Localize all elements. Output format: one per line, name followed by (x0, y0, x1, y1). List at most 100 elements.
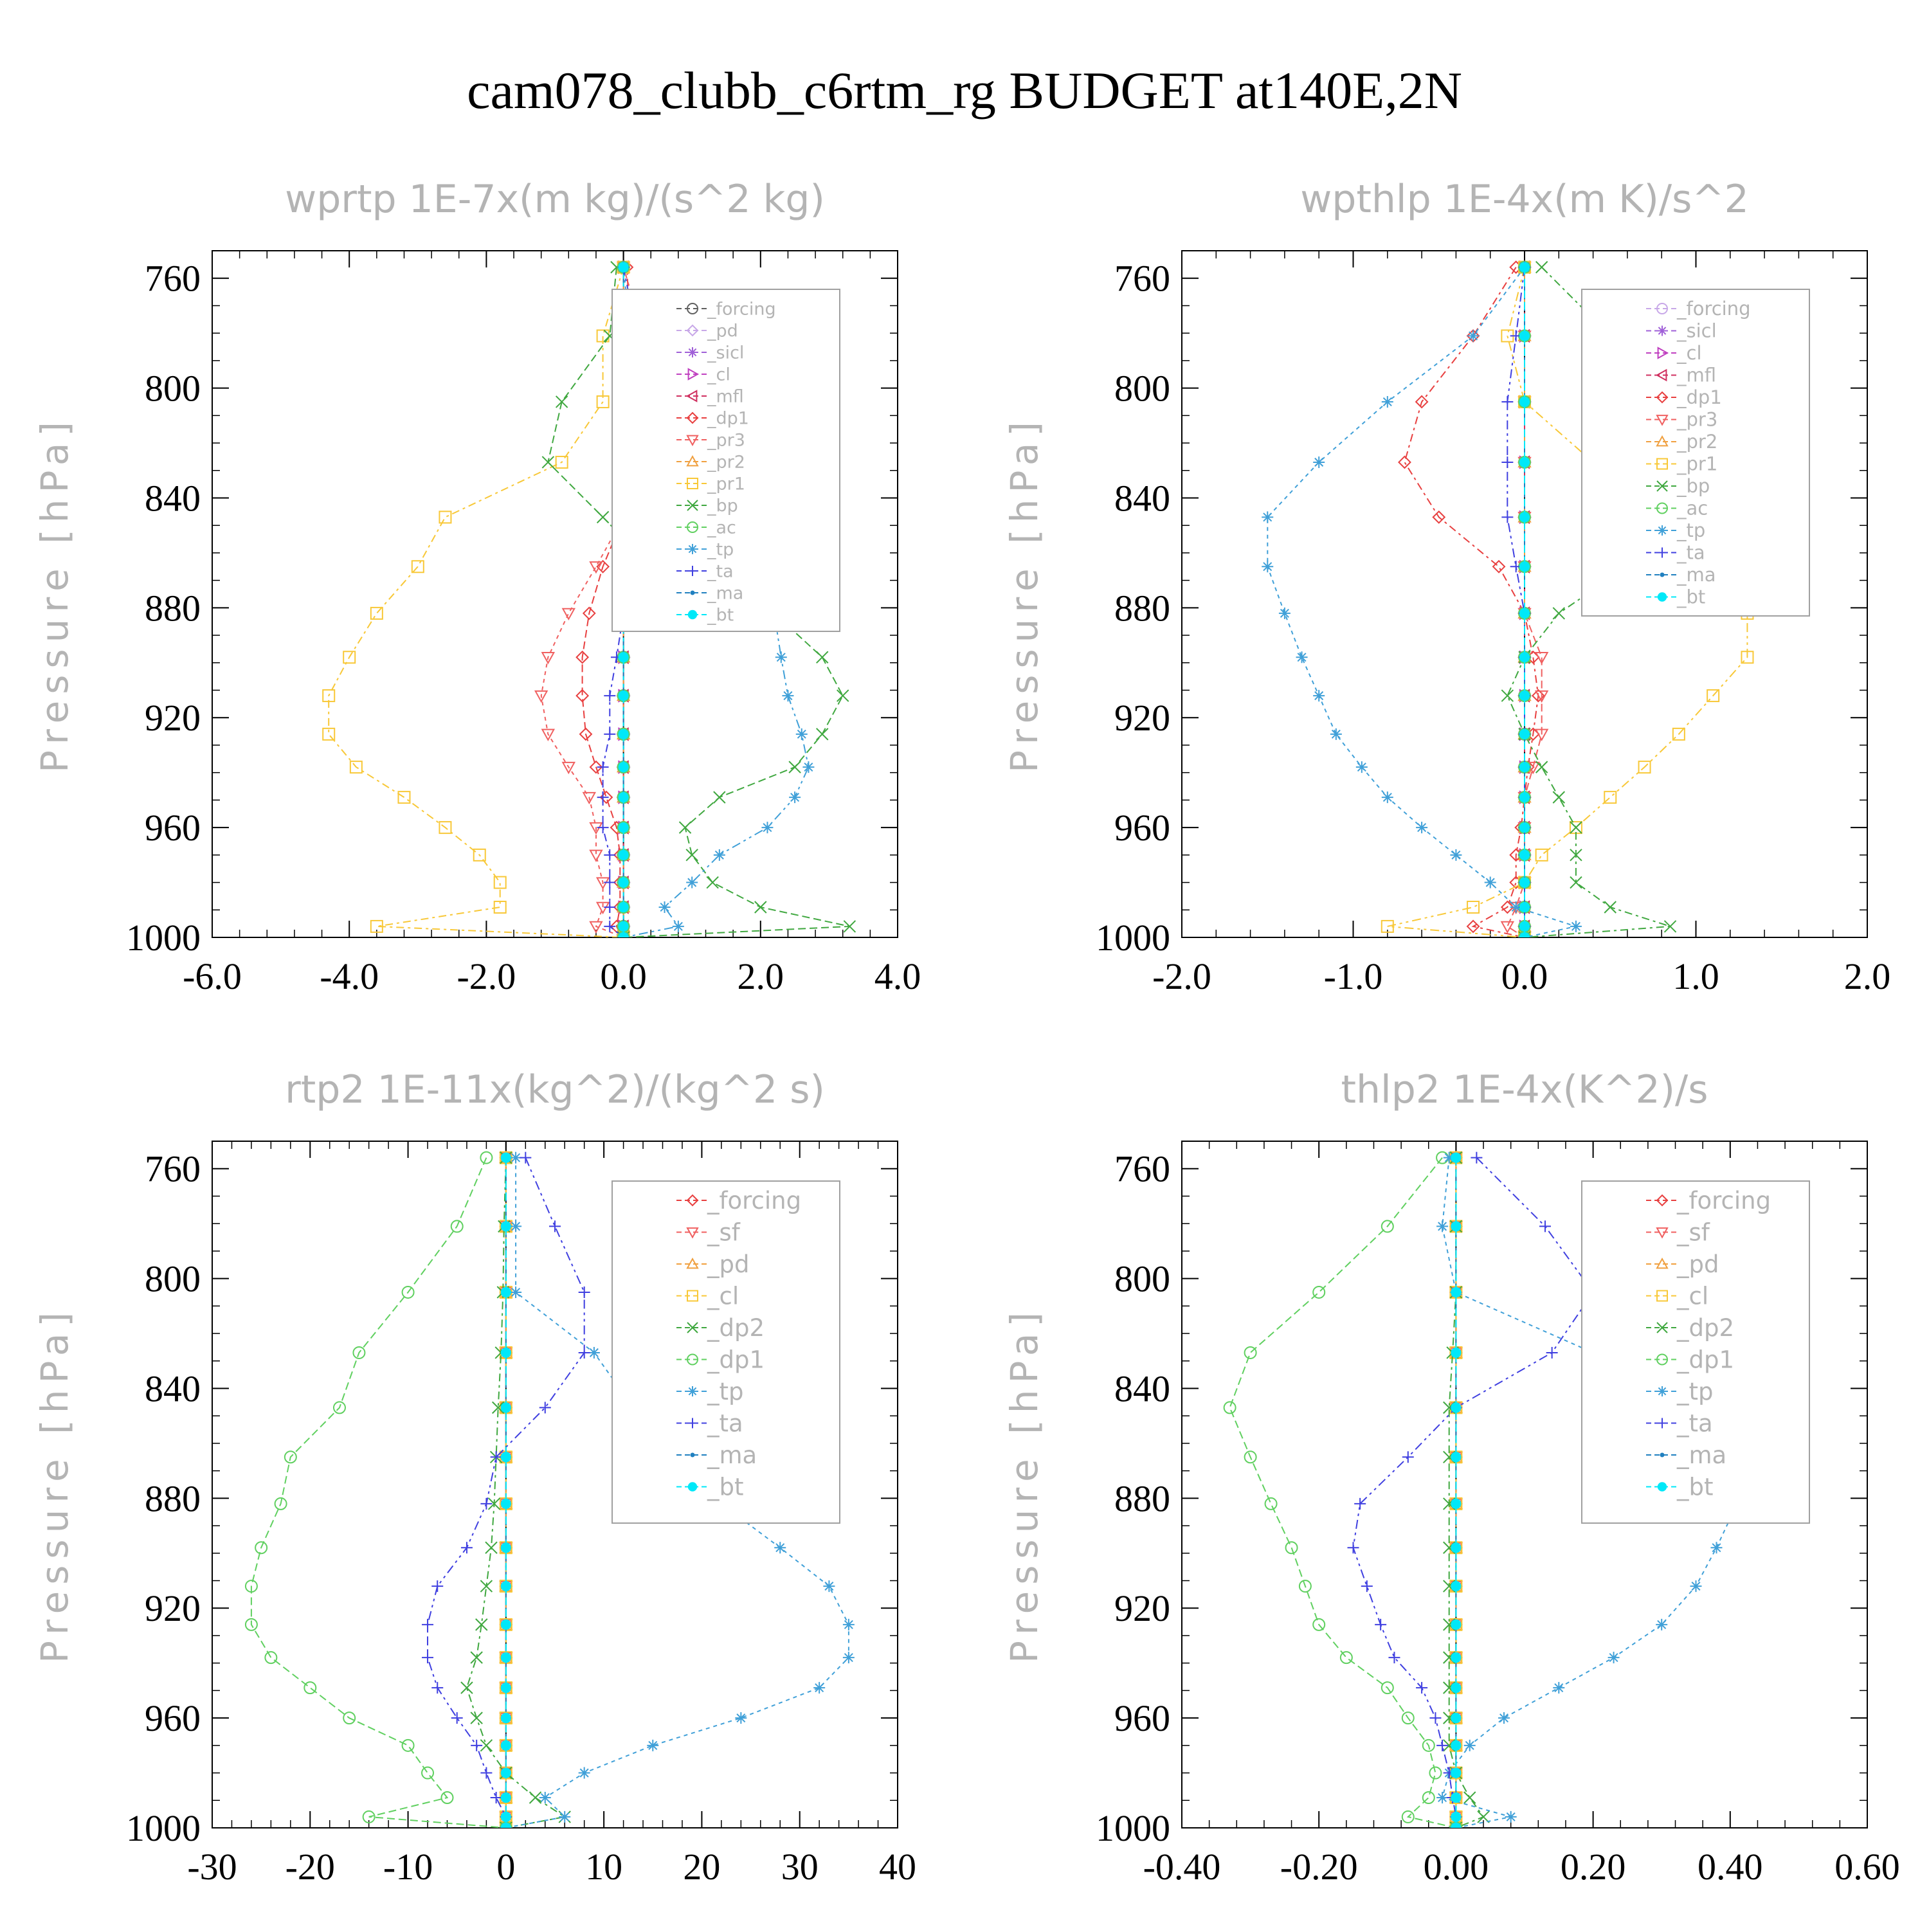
data-point (782, 690, 794, 702)
legend-label: _tp (1676, 519, 1705, 541)
data-point (500, 1822, 511, 1828)
legend-marker (1656, 502, 1668, 514)
data-point (1449, 1711, 1463, 1725)
x-tick-label: 1.0 (1672, 955, 1719, 997)
legend-item: _pd (1646, 1250, 1719, 1278)
data-point (1354, 1497, 1366, 1510)
data-point (1451, 1152, 1462, 1163)
legend-marker (686, 1194, 699, 1207)
data-point (1741, 651, 1754, 664)
data-point (1690, 1580, 1702, 1593)
data-point (1608, 1652, 1620, 1664)
data-point (1361, 1580, 1373, 1593)
y-tick-label: 1000 (126, 1807, 201, 1849)
data-point (1330, 728, 1342, 740)
data-point (1381, 395, 1393, 408)
data-point (582, 606, 596, 620)
data-point (439, 821, 452, 835)
legend-label: _pr3 (1676, 409, 1717, 431)
series-pr1 (322, 260, 630, 937)
legend-label: _cl (707, 365, 730, 384)
legend-marker (685, 390, 698, 402)
legend-marker (687, 303, 698, 314)
data-point (1570, 821, 1582, 834)
data-point (618, 901, 629, 913)
data-point (349, 761, 363, 774)
data-point (575, 650, 590, 664)
legend-label: _bt (707, 1473, 744, 1501)
data-point (1298, 1580, 1312, 1593)
legend-label: _dp1 (1676, 386, 1722, 408)
data-point (510, 1151, 522, 1164)
data-point (332, 1401, 346, 1414)
series-layer (244, 1150, 855, 1828)
legend-marker (687, 544, 698, 554)
x-tick-label: -2.0 (457, 955, 516, 997)
legend-label: _ta (1676, 542, 1705, 564)
data-point (1604, 791, 1617, 804)
legend-label: _cl (1676, 1282, 1708, 1310)
series-line (1229, 1157, 1456, 1828)
legend-marker (1657, 525, 1667, 536)
data-point (490, 1451, 502, 1463)
x-tick-label: -20 (285, 1846, 335, 1888)
data-point (1429, 1712, 1442, 1724)
data-point (1604, 901, 1617, 914)
data-point (1534, 728, 1549, 741)
data-point (500, 1652, 511, 1663)
x-tick-label: 0.20 (1561, 1846, 1626, 1888)
y-tick-label: 1000 (1096, 917, 1170, 959)
legend-item: _dp2 (676, 1314, 765, 1342)
data-point (1672, 727, 1685, 741)
legend-item: _tp (1646, 519, 1705, 541)
panel-title: thlp2 1E-4x(K^2)/s (1341, 1067, 1708, 1112)
y-tick-label: 880 (145, 1477, 201, 1519)
data-point (618, 762, 629, 773)
series-ta (1347, 1151, 1599, 1828)
data-point (1312, 1285, 1326, 1299)
data-point (589, 849, 603, 862)
series-bt (1519, 262, 1530, 937)
legend-label: _sf (707, 1218, 741, 1246)
data-point (500, 1221, 511, 1232)
legend-item: _forcing (676, 1187, 801, 1214)
data-point (1416, 1682, 1428, 1694)
data-point (1401, 1711, 1415, 1725)
data-point (589, 561, 603, 574)
legend-item: _ac (676, 518, 736, 537)
y-tick-label: 1000 (126, 917, 201, 959)
legend-item: _pr2 (676, 452, 745, 472)
legend-item: _tp (676, 539, 734, 559)
data-point (493, 901, 507, 914)
legend-item: _pd (676, 321, 738, 341)
legend-label: _dp1 (707, 408, 749, 428)
legend-marker (1656, 458, 1668, 470)
legend-item: _forcing (1646, 298, 1751, 320)
series-dp1 (244, 1151, 512, 1828)
series-line (1387, 267, 1748, 937)
data-point (491, 1401, 505, 1414)
data-point (604, 920, 616, 932)
figure-title: cam078_clubb_c6rtm_rg BUDGET at140E,2N (467, 61, 1462, 120)
legend-marker (1660, 572, 1665, 577)
legend-item: _bt (1646, 1473, 1714, 1501)
panel-title: rtp2 1E-11x(kg^2)/(kg^2 s) (285, 1067, 825, 1112)
data-point (539, 1402, 551, 1414)
data-point (604, 876, 616, 889)
legend-item: _pd (676, 1250, 749, 1278)
data-point (1519, 396, 1530, 408)
data-point (1422, 1738, 1435, 1752)
data-point (1505, 1810, 1517, 1823)
legend-marker (687, 1482, 698, 1492)
legend-marker (690, 1452, 695, 1458)
data-point (1313, 456, 1325, 468)
legend-label: _pr1 (707, 474, 745, 494)
legend-item: _dp1 (676, 1346, 765, 1373)
legend-label: _tp (707, 539, 734, 559)
y-axis-label: Pressure [hPa] (33, 415, 77, 773)
data-point (1296, 651, 1308, 664)
legend-marker (1657, 592, 1667, 602)
legend-marker (687, 478, 698, 489)
panel-2: wpthlp 1E-4x(m K)/s^2 Pressure [hPa] 760 80… (1002, 177, 1890, 997)
series-layer (1262, 260, 1806, 937)
